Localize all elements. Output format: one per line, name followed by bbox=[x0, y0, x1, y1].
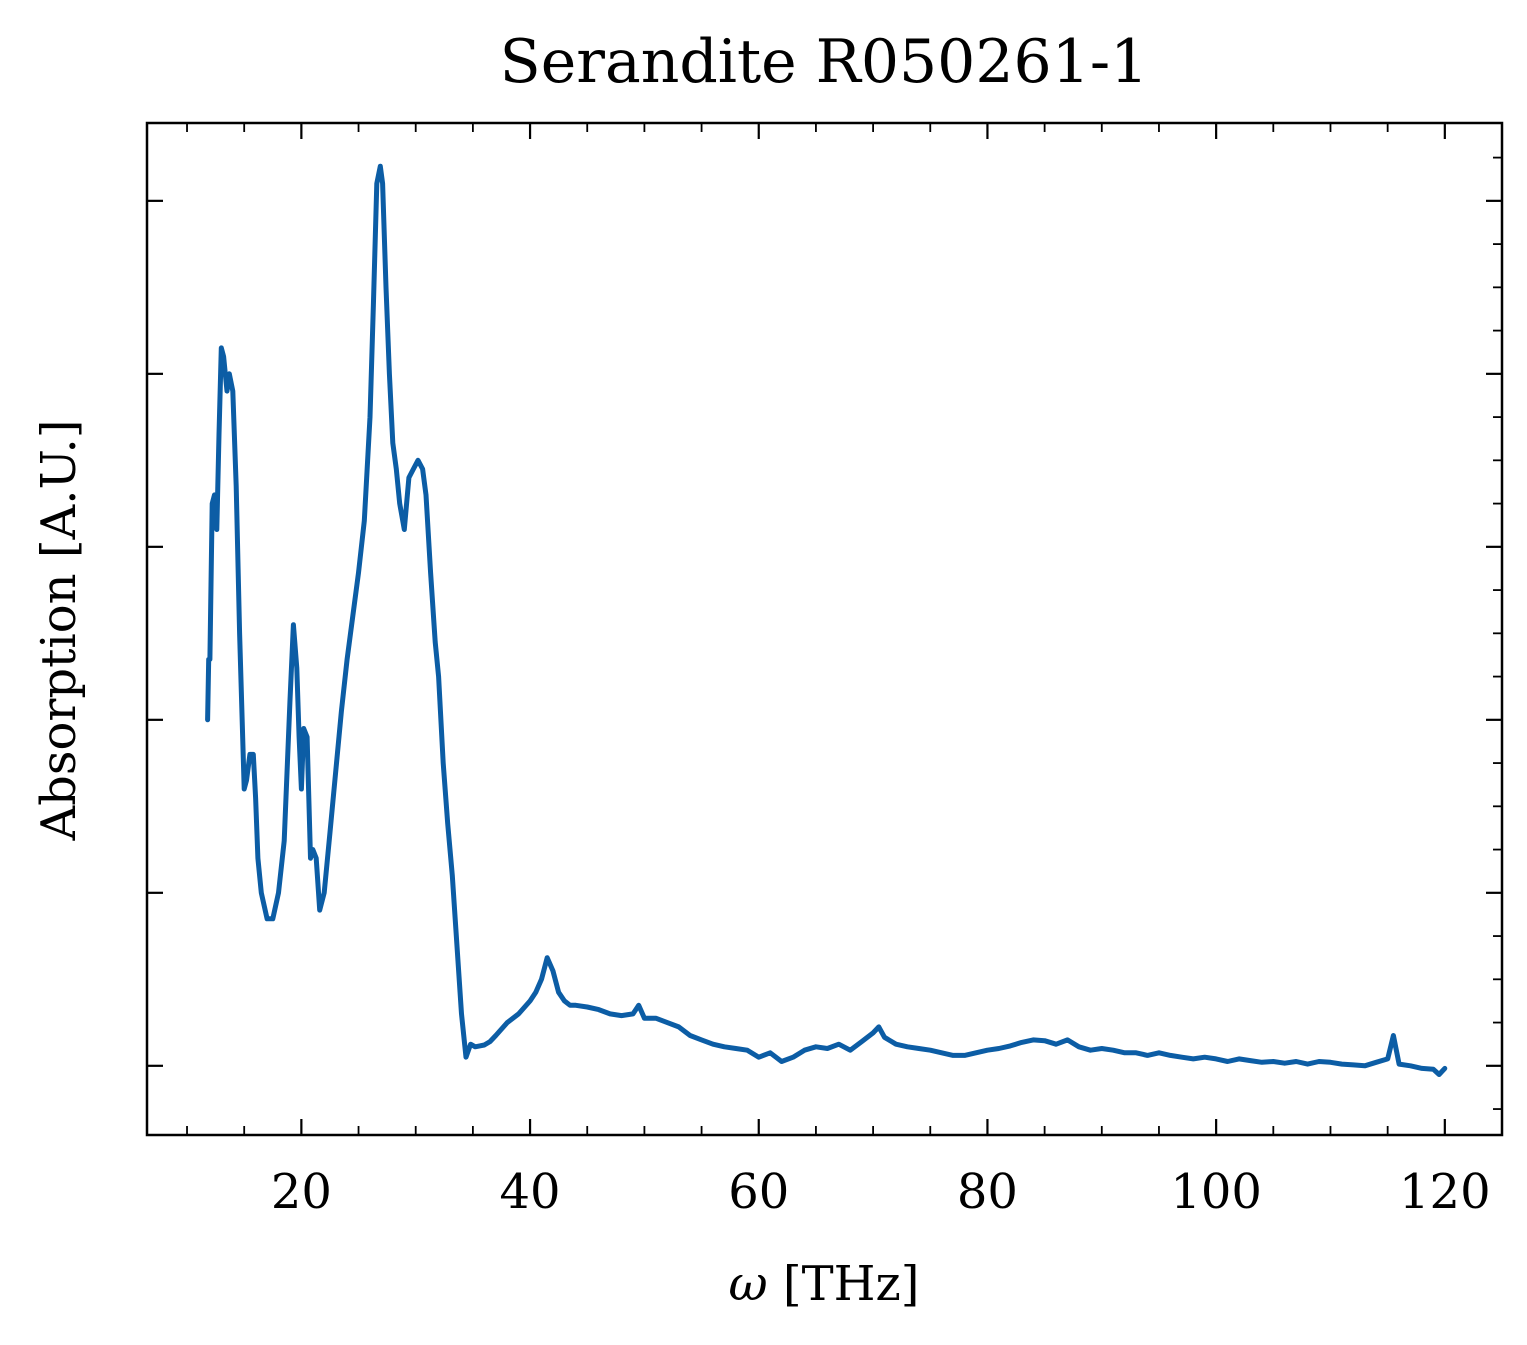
x-axis-unit: [THz] bbox=[783, 1256, 920, 1312]
x-tick-label: 120 bbox=[1399, 1164, 1491, 1220]
x-axis-symbol: ω bbox=[728, 1256, 767, 1312]
plot-frame bbox=[145, 121, 1504, 1137]
y-axis-label: Absorption [A.U.] bbox=[31, 420, 87, 842]
x-tick-label: 20 bbox=[271, 1164, 332, 1220]
x-tick-label: 60 bbox=[728, 1164, 789, 1220]
x-tick-labels: 20 40 60 80 100 120 bbox=[271, 1164, 1491, 1220]
x-tick-label: 40 bbox=[500, 1164, 561, 1220]
x-axis-label: ω [THz] bbox=[728, 1256, 919, 1312]
axis-ticks bbox=[147, 123, 1503, 1135]
x-tick-label: 100 bbox=[1170, 1164, 1262, 1220]
chart-title: Serandite R050261-1 bbox=[500, 27, 1149, 97]
series-line bbox=[205, 163, 1448, 1077]
x-tick-label: 80 bbox=[957, 1164, 1018, 1220]
